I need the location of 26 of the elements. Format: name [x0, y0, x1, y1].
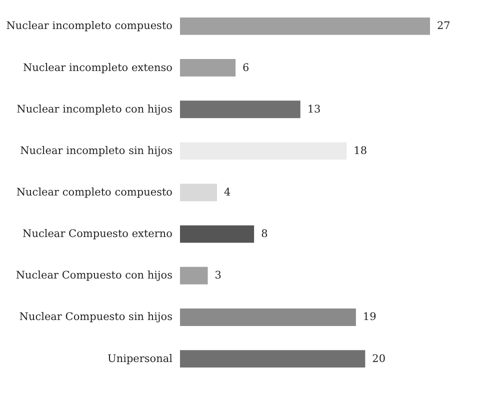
data-label: 3 — [214, 270, 222, 282]
data-label: 6 — [242, 62, 250, 74]
y-tick-label: Nuclear Compuesto externo — [22, 228, 172, 240]
bar — [180, 100, 300, 118]
y-tick-label: Nuclear incompleto compuesto — [6, 20, 172, 32]
bar — [180, 225, 254, 243]
bar — [180, 184, 218, 202]
data-label: 13 — [307, 103, 321, 116]
y-tick-label: Nuclear completo compuesto — [16, 186, 172, 198]
bar — [180, 266, 208, 284]
data-label: 18 — [354, 144, 368, 157]
data-label: 27 — [437, 20, 450, 32]
bar — [180, 17, 430, 35]
data-label: 8 — [261, 228, 268, 240]
data-label: 20 — [372, 352, 386, 365]
bar — [180, 308, 356, 326]
bar — [180, 350, 366, 368]
y-tick-label: Unipersonal — [107, 352, 174, 365]
y-tick-label: Nuclear Compuesto con hijos — [16, 270, 172, 282]
y-tick-label: Nuclear incompleto extenso — [22, 62, 172, 74]
bar — [180, 59, 236, 77]
y-tick-label: Nuclear incompleto sin hijos — [20, 144, 172, 157]
data-label: 4 — [224, 186, 232, 198]
y-tick-label: Nuclear Compuesto sin hijos — [19, 311, 172, 324]
data-label: 19 — [362, 311, 376, 324]
y-tick-label: Nuclear incompleto con hijos — [16, 103, 172, 116]
